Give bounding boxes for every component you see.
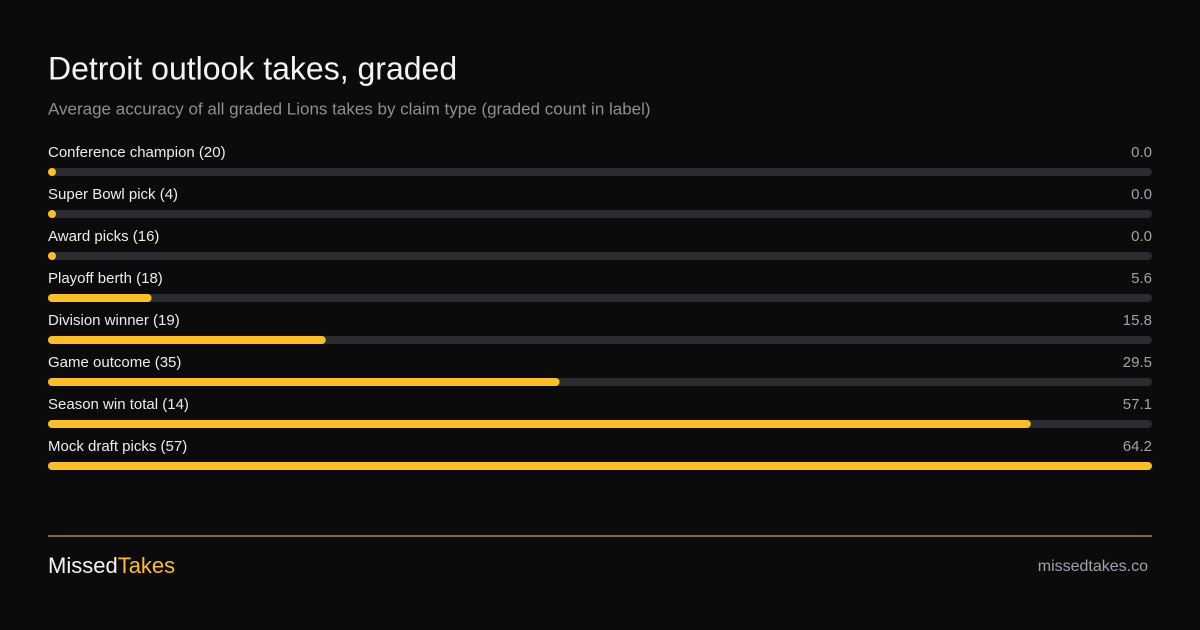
category-label: Game outcome (35) (48, 354, 181, 371)
brand-part: Takes (118, 553, 175, 578)
chart-title: Detroit outlook takes, graded (48, 50, 457, 86)
category-label: Playoff berth (18) (48, 270, 163, 287)
category-label: Award picks (16) (48, 228, 159, 245)
value-label: 5.6 (1131, 270, 1152, 287)
brand-part: Missed (48, 553, 118, 578)
value-label: 29.5 (1123, 354, 1152, 371)
category-label: Super Bowl pick (4) (48, 186, 178, 203)
category-label: Division winner (19) (48, 312, 180, 329)
value-label: 57.1 (1123, 396, 1152, 413)
category-label: Mock draft picks (57) (48, 438, 187, 455)
value-label: 0.0 (1131, 144, 1152, 161)
chart-subtitle: Average accuracy of all graded Lions tak… (48, 99, 651, 118)
value-label: 64.2 (1123, 438, 1152, 455)
category-label: Season win total (14) (48, 396, 189, 413)
category-label: Conference champion (20) (48, 144, 226, 161)
value-label: 0.0 (1131, 228, 1152, 245)
value-label: 15.8 (1123, 312, 1152, 329)
value-label: 0.0 (1131, 186, 1152, 203)
url: missedtakes.co (1038, 558, 1148, 575)
brand: MissedTakes (48, 553, 175, 578)
